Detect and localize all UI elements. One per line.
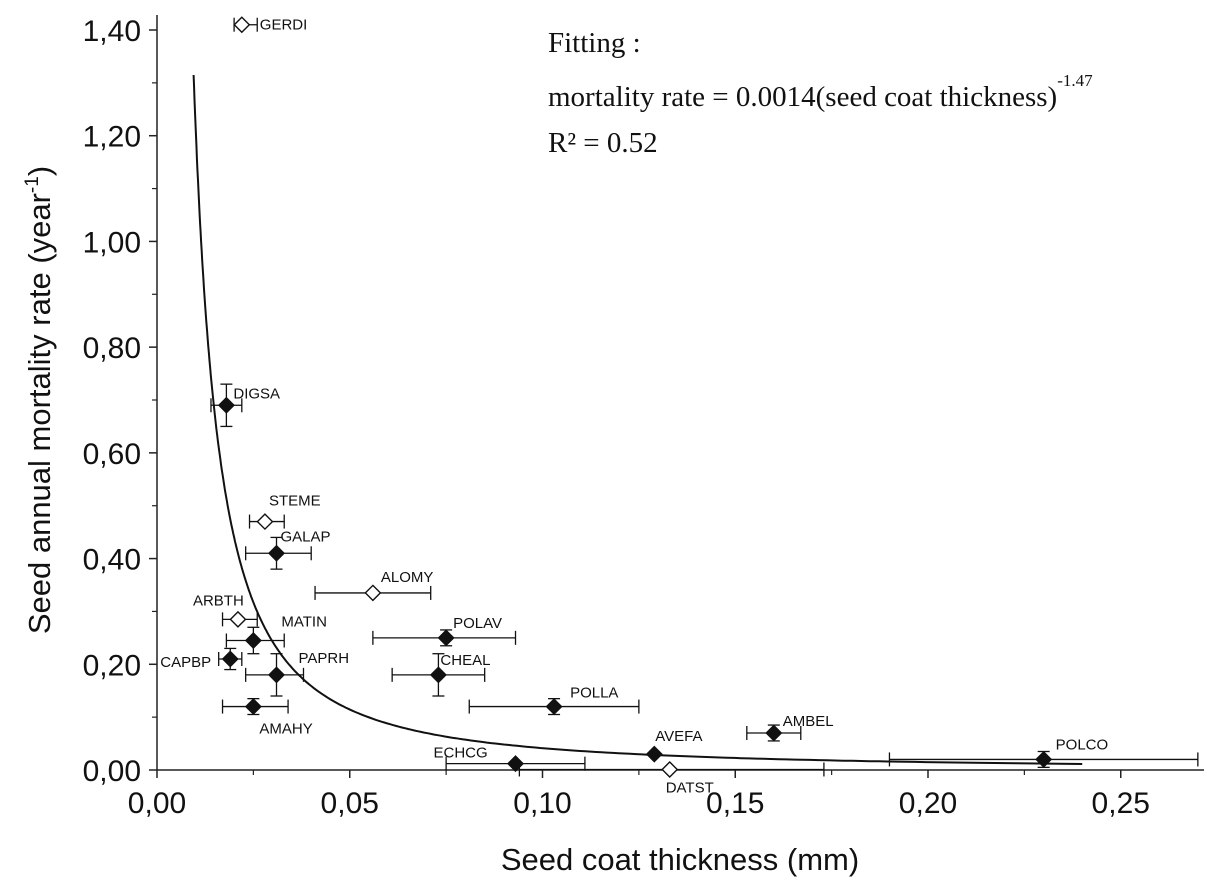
filled-diamond-marker	[545, 698, 563, 716]
data-point-polav: POLAV	[372, 615, 517, 647]
open-diamond-marker	[661, 760, 679, 778]
y-tick-label: 0,40	[83, 544, 141, 577]
filled-diamond-marker	[765, 724, 783, 742]
point-label: DATST	[666, 779, 714, 796]
y-tick-label: 1,40	[83, 15, 141, 48]
data-point-avefa: AVEFA	[645, 728, 703, 763]
y-axis-ticks: 0,00 0,20 0,40 0,60 0,80 1,00 1,20 1,40	[83, 15, 157, 788]
y-tick-label: 1,00	[83, 226, 141, 259]
fit-annotation: Fitting : mortality rate = 0.0014(seed c…	[548, 27, 1093, 159]
y-axis-title-close: )	[22, 166, 57, 176]
data-point-paprh: PAPRH	[245, 650, 350, 697]
data-point-arbth: ARBTH	[193, 592, 258, 628]
y-tick-label: 0,20	[83, 649, 141, 682]
point-label: ALOMY	[381, 569, 434, 586]
data-point-ambel: AMBEL	[746, 713, 834, 742]
point-label: PAPRH	[299, 650, 350, 667]
fit-equation-exponent: -1.47	[1057, 71, 1093, 90]
open-diamond-marker	[229, 610, 247, 628]
point-label: ARBTH	[193, 592, 244, 609]
svg-text:Seed annual mortality rate (ye: Seed annual mortality rate (year-1)	[22, 166, 57, 634]
filled-diamond-marker	[244, 698, 262, 716]
data-point-matin: MATIN	[225, 614, 327, 655]
point-label: CHEAL	[440, 652, 490, 669]
data-point-cheal: CHEAL	[391, 652, 490, 697]
data-point-gerdi: GERDI	[233, 16, 308, 34]
point-label: POLCO	[1056, 736, 1109, 753]
y-tick-label: 0,80	[83, 332, 141, 365]
x-tick-label: 0,00	[128, 787, 186, 820]
open-diamond-marker	[256, 513, 274, 531]
data-point-galap: GALAP	[245, 528, 331, 570]
data-point-digsa: DIGSA	[210, 383, 280, 428]
open-diamond-marker	[233, 16, 251, 34]
filled-diamond-marker	[217, 396, 235, 414]
data-point-capbp: CAPBP	[160, 647, 243, 671]
point-label: GERDI	[260, 17, 308, 34]
point-label: AVEFA	[655, 728, 702, 745]
filled-diamond-marker	[645, 745, 663, 763]
filled-diamond-marker	[268, 666, 285, 684]
x-tick-label: 0,15	[706, 787, 764, 820]
filled-diamond-marker	[221, 650, 239, 668]
filled-diamond-marker	[429, 666, 447, 684]
point-label: ECHCG	[434, 745, 488, 762]
fit-equation: mortality rate = 0.0014(seed coat thickn…	[548, 71, 1093, 113]
fit-curve	[192, 74, 1083, 765]
point-label: POLLA	[570, 685, 618, 702]
data-point-polla: POLLA	[468, 685, 640, 716]
open-diamond-marker	[364, 584, 382, 602]
filled-diamond-marker	[437, 629, 455, 647]
x-tick-label: 0,20	[899, 787, 957, 820]
point-label: AMAHY	[259, 721, 312, 738]
fit-equation-main: mortality rate = 0.0014(seed coat thickn…	[548, 81, 1057, 113]
data-point-echcg: ECHCG	[434, 745, 586, 773]
y-axis-title: Seed annual mortality rate (year-1)	[22, 166, 57, 634]
data-point-amahy: AMAHY	[221, 697, 313, 738]
x-axis-title: Seed coat thickness (mm)	[501, 842, 859, 877]
point-label: CAPBP	[160, 654, 211, 671]
point-label: MATIN	[281, 614, 327, 631]
data-point-datst: DATST	[518, 760, 825, 796]
filled-diamond-marker	[268, 544, 285, 562]
fit-heading: Fitting :	[548, 27, 641, 59]
data-point-steme: STEME	[248, 493, 321, 531]
point-label: POLAV	[453, 615, 502, 632]
y-tick-label: 1,20	[83, 121, 141, 154]
y-axis-title-sup: -1	[22, 176, 43, 193]
point-label: GALAP	[281, 528, 331, 545]
filled-diamond-marker	[244, 632, 262, 649]
y-tick-label: 0,60	[83, 438, 141, 471]
data-point-polco: POLCO	[888, 736, 1199, 769]
x-tick-label: 0,25	[1092, 787, 1150, 820]
data-points: GERDI DIGSA STEME GALAP ALOMY ARBTH MATIN POLAV…	[160, 16, 1199, 796]
point-label: STEME	[269, 493, 321, 510]
fit-r-squared: R² = 0.52	[548, 127, 658, 159]
data-point-alomy: ALOMY	[314, 569, 434, 602]
point-label: DIGSA	[233, 385, 280, 402]
point-label: AMBEL	[783, 713, 834, 730]
filled-diamond-marker	[1035, 750, 1053, 768]
x-tick-label: 0,05	[321, 787, 379, 820]
x-tick-label: 0,10	[513, 787, 571, 820]
x-axis-ticks: 0,00 0,05 0,10 0,15 0,20 0,25	[128, 770, 1150, 820]
y-axis-title-main: Seed annual mortality rate (year	[22, 193, 57, 634]
y-tick-label: 0,00	[83, 755, 141, 788]
